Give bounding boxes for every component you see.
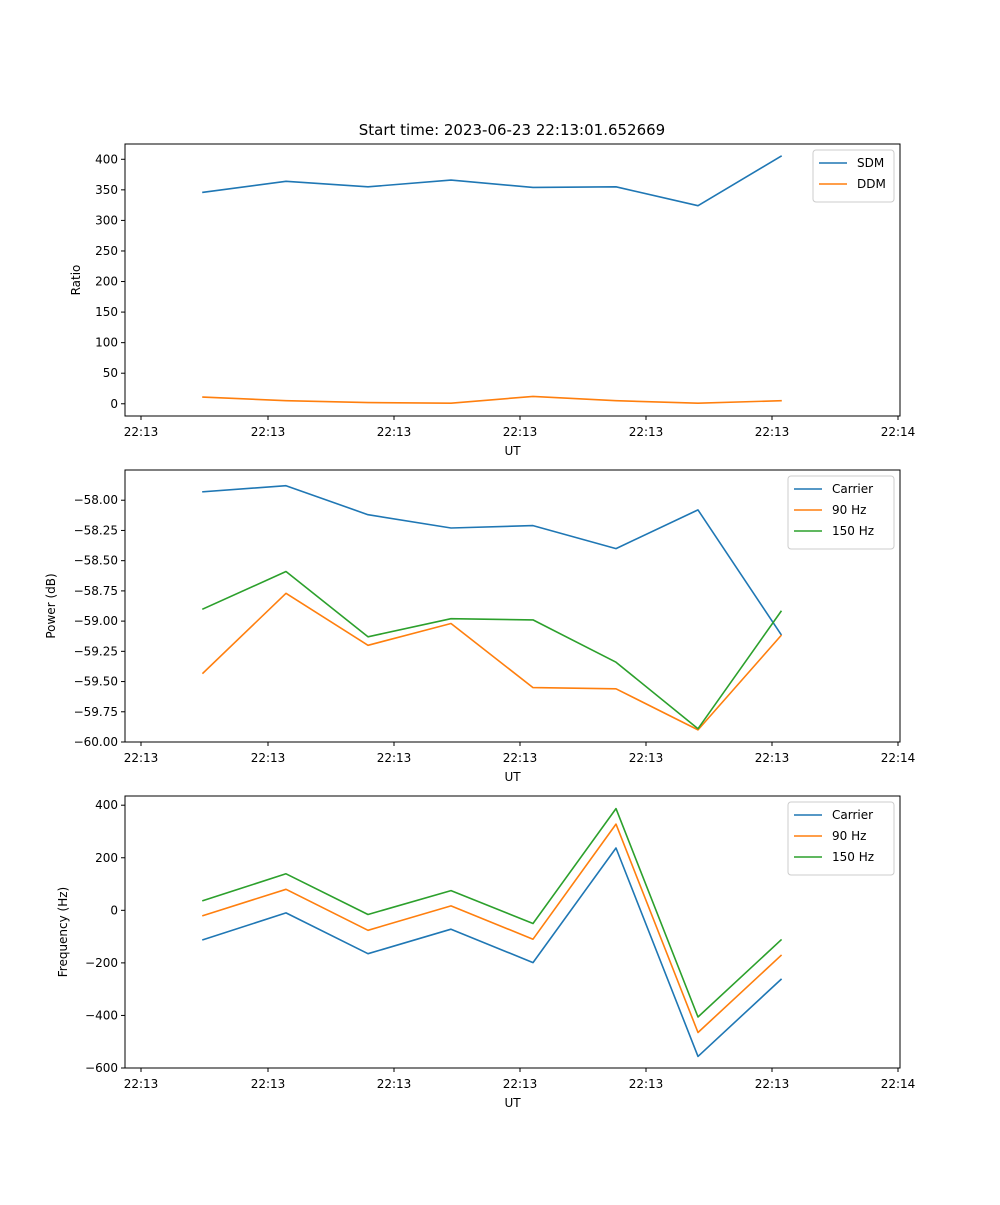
x-tick-label: 22:13 xyxy=(503,751,538,765)
x-tick-label: 22:13 xyxy=(629,425,664,439)
legend: Carrier 90 Hz 150 Hz xyxy=(787,475,895,550)
legend: SDM DDM xyxy=(812,149,895,203)
legend-label: DDM xyxy=(857,177,886,191)
x-tick-label: 22:13 xyxy=(503,1077,538,1091)
y-tick-label: 100 xyxy=(95,336,118,350)
x-tick-label: 22:13 xyxy=(377,751,412,765)
x-tick-label: 22:14 xyxy=(881,1077,916,1091)
series-line-carrier xyxy=(202,484,783,636)
x-tick-label: 22:13 xyxy=(629,1077,664,1091)
x-tick-label: 22:13 xyxy=(251,425,286,439)
y-tick-label: −200 xyxy=(85,956,118,970)
y-tick-label: −400 xyxy=(85,1008,118,1022)
y-tick-label: −59.50 xyxy=(74,675,118,689)
x-tick-label: 22:13 xyxy=(124,751,159,765)
y-tick-label: 350 xyxy=(95,183,118,197)
y-tick-label: 50 xyxy=(103,366,118,380)
y-tick-label: 0 xyxy=(110,903,118,917)
axes-frame xyxy=(124,469,901,743)
x-axis-label: UT xyxy=(504,1096,521,1110)
x-tick-label: 22:13 xyxy=(251,1077,286,1091)
y-tick-label: −58.50 xyxy=(74,554,118,568)
legend-label: 90 Hz xyxy=(832,829,866,843)
series-line-150-hz xyxy=(201,807,783,1018)
y-tick-label: −60.00 xyxy=(74,735,118,749)
y-tick-label: 200 xyxy=(95,275,118,289)
y-tick-label: −58.75 xyxy=(74,584,118,598)
charts: 22:13 22:13 22:13 22:13 22:13 22:13 22:14 UT 0 50… xyxy=(44,143,916,1110)
x-axis-label: UT xyxy=(504,770,521,784)
x-tick-label: 22:14 xyxy=(881,425,916,439)
y-tick-label: −600 xyxy=(85,1061,118,1075)
x-tick-label: 22:13 xyxy=(503,425,538,439)
x-tick-label: 22:13 xyxy=(251,751,286,765)
y-tick-label: −58.25 xyxy=(74,523,118,537)
chart-3: 22:13 22:13 22:13 22:13 22:13 22:13 22:14 UT −60… xyxy=(56,795,916,1110)
y-tick-label: 200 xyxy=(95,851,118,865)
y-tick-label: 300 xyxy=(95,213,118,227)
x-tick-label: 22:13 xyxy=(629,751,664,765)
legend-label: Carrier xyxy=(832,808,873,822)
series-line-90-hz xyxy=(201,592,783,731)
y-tick-label: −58.00 xyxy=(74,493,118,507)
x-tick-label: 22:13 xyxy=(124,425,159,439)
axes-frame xyxy=(124,143,901,417)
legend-label: 90 Hz xyxy=(832,503,866,517)
series-line-ddm xyxy=(202,395,782,405)
y-axis-label: Power (dB) xyxy=(44,573,58,638)
y-axis-label: Frequency (Hz) xyxy=(56,887,70,978)
y-tick-label: 400 xyxy=(95,152,118,166)
y-tick-label: −59.75 xyxy=(74,705,118,719)
series-line-150-hz xyxy=(201,570,783,730)
x-tick-label: 22:13 xyxy=(755,1077,790,1091)
y-tick-label: −59.00 xyxy=(74,614,118,628)
x-tick-label: 22:13 xyxy=(755,425,790,439)
legend-label: 150 Hz xyxy=(832,524,874,538)
chart-1: 22:13 22:13 22:13 22:13 22:13 22:13 22:14 UT 0 50… xyxy=(69,143,916,458)
series-line-90-hz xyxy=(201,823,783,1034)
series-line-carrier xyxy=(201,847,783,1058)
y-tick-label: 150 xyxy=(95,305,118,319)
legend-label: 150 Hz xyxy=(832,850,874,864)
legend-label: SDM xyxy=(857,156,884,170)
series-line-sdm xyxy=(202,155,783,207)
y-tick-label: 0 xyxy=(110,397,118,411)
axes-frame xyxy=(124,795,901,1069)
chart-2: 22:13 22:13 22:13 22:13 22:13 22:13 22:14 UT −60… xyxy=(44,469,916,784)
x-tick-label: 22:13 xyxy=(377,1077,412,1091)
x-tick-label: 22:13 xyxy=(755,751,790,765)
y-tick-label: −59.25 xyxy=(74,644,118,658)
y-tick-label: 400 xyxy=(95,798,118,812)
chart-title: Start time: 2023-06-23 22:13:01.652669 xyxy=(359,121,665,139)
y-tick-label: 250 xyxy=(95,244,118,258)
x-axis-label: UT xyxy=(504,444,521,458)
x-tick-label: 22:13 xyxy=(124,1077,159,1091)
x-tick-label: 22:13 xyxy=(377,425,412,439)
y-axis-label: Ratio xyxy=(69,265,83,296)
x-tick-label: 22:14 xyxy=(881,751,916,765)
legend: Carrier 90 Hz 150 Hz xyxy=(787,801,895,876)
legend-label: Carrier xyxy=(832,482,873,496)
